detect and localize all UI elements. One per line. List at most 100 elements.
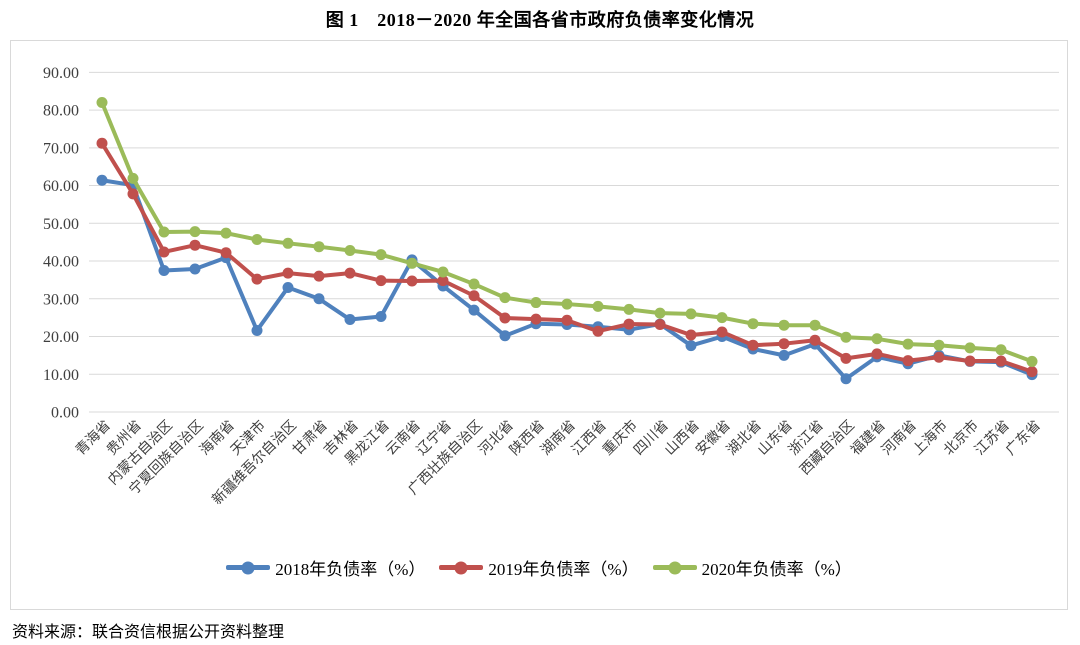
data-point <box>344 314 356 326</box>
data-point <box>158 246 170 258</box>
data-point <box>468 304 480 316</box>
data-point <box>685 329 697 341</box>
legend-dot-icon <box>454 561 468 574</box>
data-point <box>902 338 914 350</box>
y-axis-label: 20.00 <box>43 329 79 346</box>
data-point <box>592 325 604 337</box>
data-point <box>902 355 914 367</box>
data-point <box>127 188 139 200</box>
data-point <box>1026 366 1038 378</box>
legend-label: 2019年负债率（%） <box>488 560 639 579</box>
y-axis-label: 50.00 <box>43 216 79 233</box>
legend-item: 2018年负债率（%） <box>226 555 425 580</box>
data-point <box>282 237 294 249</box>
data-point <box>592 300 604 312</box>
data-point <box>437 275 449 287</box>
data-point <box>189 226 201 238</box>
y-axis-label: 70.00 <box>43 140 79 157</box>
data-point <box>840 373 852 385</box>
source-note: 资料来源：联合资信根据公开资料整理 <box>12 624 285 641</box>
legend-marker-icon <box>652 561 697 574</box>
data-point <box>220 247 232 259</box>
data-point <box>995 355 1007 367</box>
legend-marker-icon <box>439 561 484 574</box>
data-point <box>840 331 852 343</box>
chart-svg: 0.00 10.00 20.00 30.00 40.00 50.00 60.00 70.00 8… <box>43 65 1059 508</box>
data-point <box>220 227 232 239</box>
data-point <box>313 241 325 253</box>
data-point <box>189 239 201 251</box>
data-point <box>499 312 511 324</box>
series-line-2018年 <box>100 178 1034 381</box>
data-point <box>778 319 790 331</box>
data-point <box>96 137 108 149</box>
data-point <box>685 308 697 320</box>
data-point <box>499 330 511 342</box>
data-point <box>251 273 263 285</box>
data-point <box>282 267 294 279</box>
data-point <box>375 275 387 287</box>
data-point <box>561 298 573 310</box>
legend-label: 2020年负债率（%） <box>701 560 852 579</box>
data-point <box>747 339 759 351</box>
data-point <box>499 292 511 304</box>
data-point <box>871 333 883 345</box>
data-point <box>561 314 573 326</box>
data-point <box>406 275 418 287</box>
data-point <box>313 270 325 282</box>
y-axis-label: 30.00 <box>43 291 79 308</box>
data-point <box>964 342 976 354</box>
y-axis-label: 0.00 <box>51 405 79 422</box>
data-point <box>654 318 666 330</box>
data-point <box>933 339 945 351</box>
data-point <box>127 172 139 184</box>
data-point <box>654 307 666 319</box>
data-point <box>530 297 542 309</box>
data-point <box>623 318 635 330</box>
data-point <box>96 174 108 186</box>
chart-legend: 2018年负债率（%） 2019年负债率（%） 2020年负债率（%） <box>11 555 1067 580</box>
data-point <box>685 340 697 352</box>
data-point <box>313 293 325 305</box>
data-point <box>840 352 852 364</box>
data-point <box>375 311 387 323</box>
y-axis-label: 80.00 <box>43 103 79 120</box>
legend-label: 2018年负债率（%） <box>275 560 426 579</box>
data-point <box>468 290 480 302</box>
y-axis-label: 10.00 <box>43 367 79 384</box>
data-point <box>468 278 480 290</box>
data-point <box>964 355 976 367</box>
data-point <box>375 249 387 261</box>
data-point <box>344 244 356 256</box>
data-point <box>158 264 170 276</box>
legend-dot-icon <box>668 561 682 574</box>
data-point <box>282 281 294 293</box>
data-point <box>809 334 821 346</box>
chart-area: 0.00 10.00 20.00 30.00 40.00 50.00 60.00 70.00 8… <box>10 40 1068 610</box>
x-axis-label: 广东省 <box>1003 418 1044 459</box>
data-point <box>716 326 728 338</box>
data-point <box>1026 355 1038 367</box>
data-point <box>189 263 201 275</box>
data-point <box>778 349 790 361</box>
data-point <box>437 266 449 278</box>
legend-item: 2019年负债率（%） <box>439 555 639 580</box>
chart-title: 图 1 2018－2020 年全国各省市政府负债率变化情况 <box>325 10 755 30</box>
series-line-2019年 <box>100 141 1034 374</box>
y-axis-label: 60.00 <box>43 178 79 195</box>
y-axis-label: 40.00 <box>43 254 79 271</box>
data-point <box>406 257 418 269</box>
data-point <box>623 303 635 315</box>
data-point <box>716 312 728 324</box>
data-point <box>995 344 1007 356</box>
legend-item: 2020年负债率（%） <box>652 555 852 580</box>
data-point <box>344 267 356 279</box>
data-point <box>809 319 821 331</box>
data-point <box>96 97 108 109</box>
data-point <box>158 226 170 238</box>
data-point <box>747 318 759 330</box>
legend-marker-icon <box>226 561 271 574</box>
legend-dot-icon <box>241 561 255 574</box>
data-point <box>933 351 945 363</box>
